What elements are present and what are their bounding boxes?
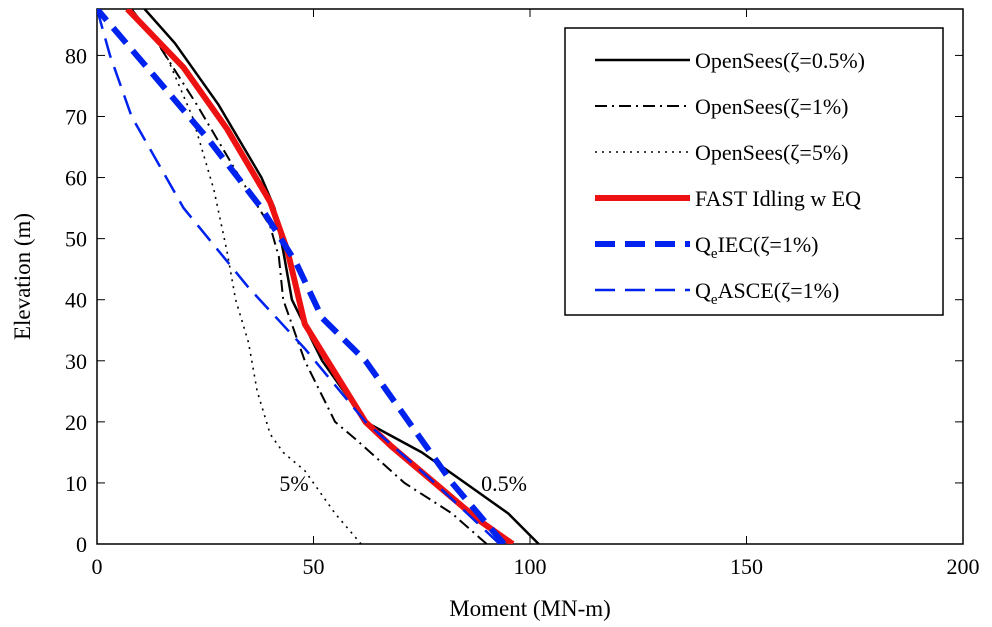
y-tick-label: 70 bbox=[65, 104, 87, 129]
y-tick-label: 30 bbox=[65, 349, 87, 374]
legend-box bbox=[564, 27, 944, 316]
series-line-4 bbox=[97, 9, 507, 544]
legend: OpenSees(ζ=0.5%) OpenSees(ζ=1%) OpenSees(ζ… bbox=[564, 27, 944, 316]
y-tick-label: 0 bbox=[76, 532, 87, 557]
legend-label-5: QeASCE(ζ=1%) bbox=[695, 278, 839, 308]
y-tick-label: 20 bbox=[65, 410, 87, 435]
legend-label-1: OpenSees(ζ=1%) bbox=[695, 94, 848, 119]
x-tick-label: 200 bbox=[947, 554, 980, 579]
series-line-5 bbox=[97, 9, 501, 544]
x-tick-label: 100 bbox=[514, 554, 547, 579]
y-axis-label: Elevation (m) bbox=[10, 213, 35, 340]
x-tick-label: 50 bbox=[303, 554, 325, 579]
annotations: 5% 0.5% bbox=[279, 471, 527, 496]
y-tick-label: 60 bbox=[65, 166, 87, 191]
series-group bbox=[97, 9, 540, 544]
series-line-3 bbox=[125, 9, 515, 544]
series-line-2 bbox=[130, 9, 362, 544]
series-line-0 bbox=[143, 9, 540, 544]
legend-label-2: OpenSees(ζ=5%) bbox=[695, 140, 848, 165]
y-tick-label: 80 bbox=[65, 43, 87, 68]
legend-label-3: FAST Idling w EQ bbox=[695, 186, 861, 211]
x-tick-label: 0 bbox=[92, 554, 103, 579]
series-line-1 bbox=[130, 9, 488, 544]
y-tick-label: 10 bbox=[65, 471, 87, 496]
legend-label-4: QeIEC(ζ=1%) bbox=[695, 232, 819, 262]
x-axis-label: Moment (MN-m) bbox=[449, 596, 611, 621]
legend-label-0: OpenSees(ζ=0.5%) bbox=[695, 48, 865, 73]
annotation-label: 0.5% bbox=[481, 471, 527, 496]
annotation-label: 5% bbox=[279, 471, 308, 496]
y-tick-label: 50 bbox=[65, 227, 87, 252]
x-tick-label: 150 bbox=[730, 554, 763, 579]
y-tick-label: 40 bbox=[65, 288, 87, 313]
axis-ticks: 0 50 100 150 200 0 10 20 30 40 50 60 70 80 bbox=[65, 9, 980, 579]
